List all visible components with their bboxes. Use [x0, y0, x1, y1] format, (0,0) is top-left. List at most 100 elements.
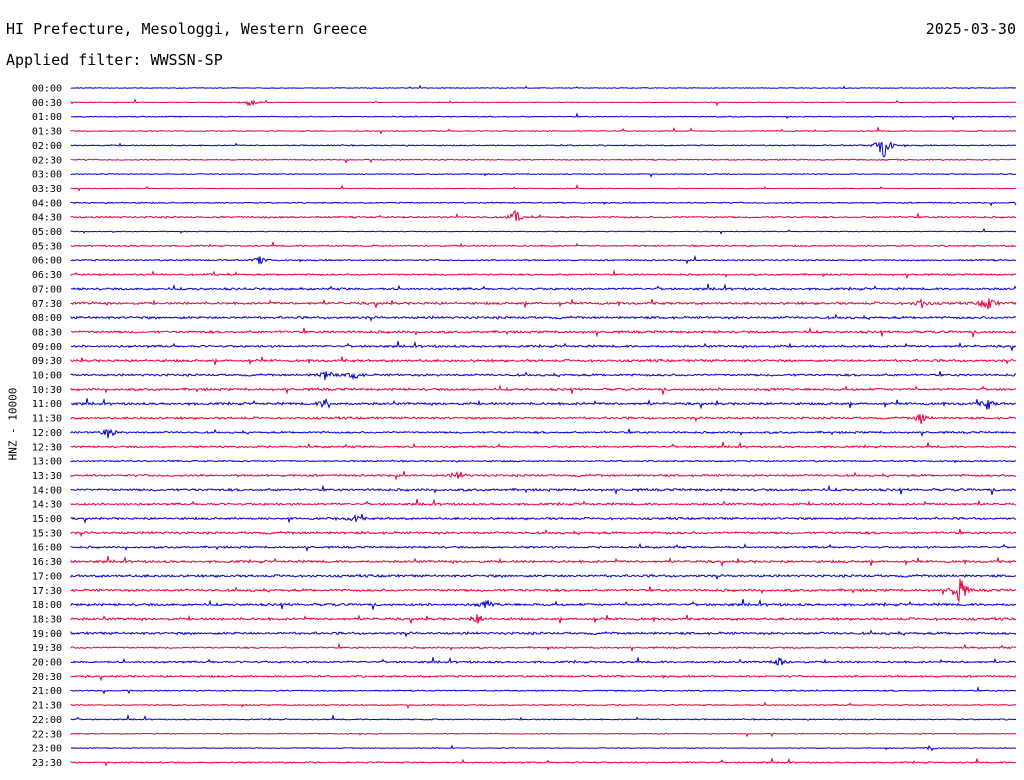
trace-line	[70, 158, 1017, 164]
trace-line	[70, 542, 1017, 553]
row-time-label: 22:00	[32, 715, 62, 726]
trace-line	[70, 283, 1017, 291]
trace-line	[70, 656, 1017, 666]
row-time-label: 08:00	[32, 313, 62, 324]
trace-line	[70, 384, 1017, 395]
trace-line	[70, 241, 1016, 248]
row-time-label: 07:30	[32, 299, 62, 310]
row-time-label: 01:00	[32, 112, 62, 123]
row-time-label: 23:30	[32, 758, 62, 769]
trace-line	[70, 713, 1017, 721]
row-time-label: 20:00	[32, 658, 62, 669]
trace-line	[70, 340, 1017, 352]
station-title: HI Prefecture, Mesologgi, Western Greece	[6, 20, 368, 38]
row-time-label: 14:30	[32, 500, 62, 511]
trace-line	[70, 254, 1017, 265]
trace-line	[70, 629, 1017, 638]
trace-line	[70, 297, 1017, 310]
row-time-label: 05:30	[32, 241, 62, 252]
row-time-label: 09:30	[32, 356, 62, 367]
row-time-label: 20:30	[32, 672, 62, 683]
trace-line	[70, 555, 1017, 568]
trace-line	[70, 209, 1017, 222]
filter-label: Applied filter: WWSSN-SP	[6, 51, 223, 69]
trace-line	[70, 414, 1017, 424]
trace-line	[70, 685, 1017, 695]
trace-line	[70, 172, 1017, 178]
trace-line	[70, 126, 1017, 135]
row-time-label: 01:30	[32, 127, 62, 138]
row-time-label: 02:30	[32, 155, 62, 166]
row-time-label: 04:30	[32, 213, 62, 224]
trace-line	[70, 371, 1017, 381]
date-label: 2025-03-30	[925, 20, 1016, 38]
row-time-label: 04:00	[32, 198, 62, 209]
trace-line	[70, 744, 1017, 752]
trace-line	[70, 441, 1017, 449]
row-time-label: 06:00	[32, 256, 62, 267]
trace-line	[70, 598, 1017, 610]
trace-line	[70, 484, 1017, 496]
row-time-label: 13:00	[32, 457, 62, 468]
trace-line	[70, 614, 1017, 625]
trace-line	[70, 513, 1017, 524]
row-time-label: 18:30	[32, 614, 62, 625]
row-time-label: 23:00	[32, 744, 62, 755]
row-time-label: 16:30	[32, 557, 62, 568]
row-time-label: 21:30	[32, 701, 62, 712]
row-time-label: 06:30	[32, 270, 62, 281]
trace-line	[70, 701, 1017, 710]
row-time-label: 19:00	[32, 629, 62, 640]
trace-line	[70, 528, 1017, 538]
row-time-label: 10:30	[32, 385, 62, 396]
row-time-label: 08:30	[32, 327, 62, 338]
row-time-label: 17:00	[32, 571, 62, 582]
trace-line	[70, 573, 1017, 581]
trace-line	[70, 98, 1016, 107]
row-time-label: 16:00	[32, 543, 62, 554]
row-time-label: 12:00	[32, 428, 62, 439]
row-time-label: 13:30	[32, 471, 62, 482]
trace-line	[70, 326, 1017, 338]
row-time-label: 11:00	[32, 399, 62, 410]
trace-line	[70, 84, 1017, 90]
row-time-label: 07:00	[32, 284, 62, 295]
row-time-label: 21:00	[32, 686, 62, 697]
trace-line	[70, 642, 1017, 653]
row-time-label: 12:30	[32, 442, 62, 453]
trace-line	[70, 757, 1017, 767]
trace-line	[70, 498, 1017, 507]
row-time-label: 18:00	[32, 600, 62, 611]
row-time-label: 00:00	[32, 84, 62, 95]
trace-line	[70, 428, 1017, 439]
row-time-label: 05:00	[32, 227, 62, 238]
trace-line	[70, 201, 1017, 207]
trace-line	[70, 184, 1017, 192]
row-time-label: 03:30	[32, 184, 62, 195]
trace-line	[70, 674, 1017, 682]
row-time-label: 19:30	[32, 643, 62, 654]
row-time-label: 03:00	[32, 170, 62, 181]
trace-line	[70, 459, 1017, 464]
row-time-label: 15:00	[32, 514, 62, 525]
row-time-label: 14:00	[32, 485, 62, 496]
trace-line	[70, 397, 1017, 410]
trace-line	[70, 732, 1017, 738]
row-time-label: 22:30	[32, 729, 62, 740]
trace-line	[71, 112, 1017, 121]
row-time-label: 00:30	[32, 98, 62, 109]
row-time-label: 10:00	[32, 371, 62, 382]
row-time-label: 02:00	[32, 141, 62, 152]
trace-line	[70, 269, 1017, 280]
trace-line	[70, 141, 1017, 158]
trace-line	[70, 578, 1017, 603]
trace-line	[70, 313, 1017, 322]
row-time-label: 15:30	[32, 528, 62, 539]
trace-line	[70, 356, 1017, 366]
row-time-label: 11:30	[32, 414, 62, 425]
trace-line	[70, 470, 1017, 481]
trace-line	[70, 227, 1016, 235]
row-time-label: 09:00	[32, 342, 62, 353]
row-time-label: 17:30	[32, 586, 62, 597]
